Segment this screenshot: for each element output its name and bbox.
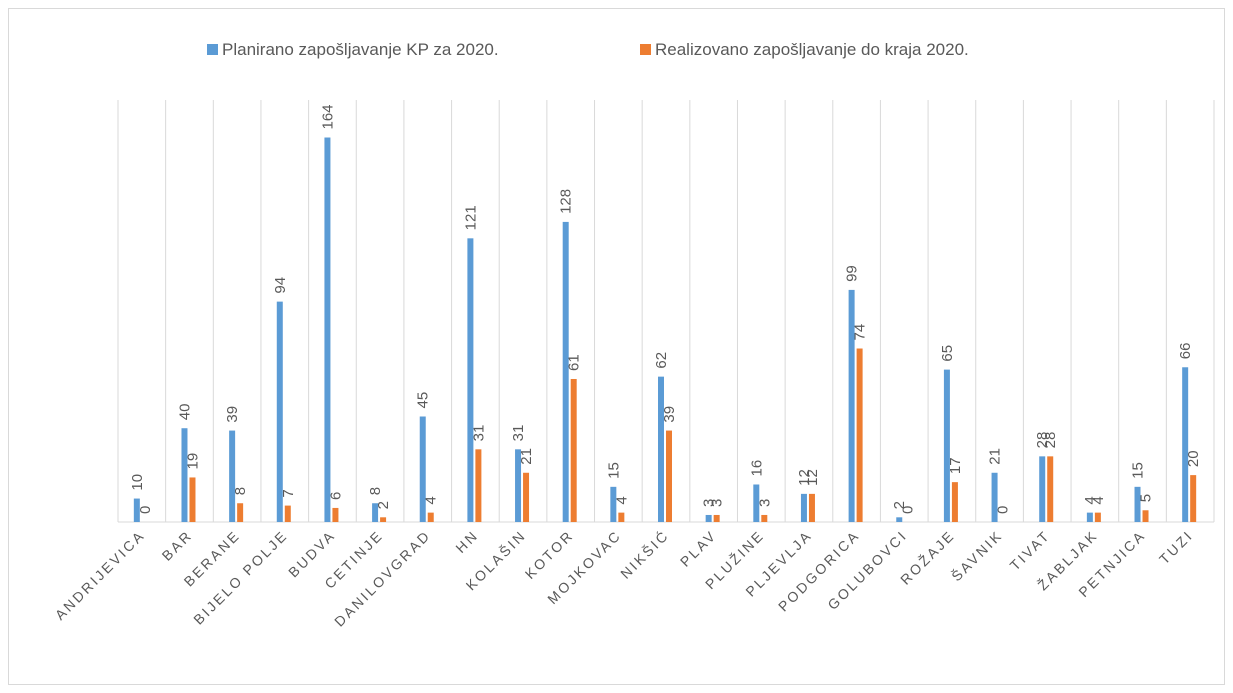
data-label: 16 [748,460,765,477]
data-label: 39 [224,406,241,423]
data-label: 121 [462,205,479,230]
bar [181,428,188,522]
legend-label: Realizovano zapošljavanje do kraja 2020. [655,40,969,59]
data-label: 8 [367,487,384,495]
bar [229,430,236,522]
data-label: 4 [1090,496,1107,504]
bar [1047,456,1054,522]
data-label: 2 [891,501,908,509]
bar [475,449,482,522]
bar [467,238,474,523]
data-label: 4 [1082,496,1099,504]
data-label: 0 [137,506,154,514]
bar [189,477,196,522]
bar [618,512,625,522]
data-label: 94 [272,277,289,294]
data-label: 4 [613,496,630,504]
data-label: 39 [661,406,678,423]
data-label: 28 [1042,432,1059,449]
data-label: 0 [995,506,1012,514]
data-label: 5 [1138,494,1155,502]
bar [427,512,434,522]
data-label: 15 [605,462,622,479]
data-label: 3 [756,499,773,507]
bar [1190,475,1197,522]
bar [523,472,530,522]
bar [848,289,855,522]
data-label: 62 [653,352,670,369]
data-label: 6 [327,492,344,500]
bar [332,507,339,522]
bar [658,376,664,522]
data-label: 7 [280,489,297,497]
bar [276,301,283,522]
chart-frame [8,8,1225,685]
data-label: 10 [129,474,146,491]
bar [515,449,522,522]
bar [133,498,140,522]
legend-swatch [640,44,651,55]
data-label: 3 [701,499,718,507]
data-label: 0 [899,506,916,514]
bar [1039,456,1046,522]
data-label: 20 [1185,450,1202,467]
data-label: 17 [947,457,964,474]
data-label: 65 [939,345,956,362]
data-label: 8 [232,487,249,495]
data-label: 2 [375,501,392,509]
data-label: 12 [796,469,813,486]
data-label: 66 [1177,343,1194,360]
bar [570,378,577,522]
data-label: 128 [558,189,575,214]
bar [808,493,815,522]
bar [1094,512,1101,522]
bar [237,503,244,522]
bar [1182,367,1189,522]
bar [666,430,672,522]
bar [753,484,760,522]
data-label: 4 [423,496,440,504]
legend-label: Planirano zapošljavanje KP za 2020. [222,40,499,59]
data-label: 15 [1130,462,1147,479]
bar [1134,486,1141,522]
bar [800,493,807,522]
bar [419,416,426,522]
legend-swatch [207,44,218,55]
bar [705,514,712,522]
bar [610,486,617,522]
data-label: 99 [844,265,861,282]
data-label: 28 [1034,432,1051,449]
data-label: 31 [470,425,487,442]
data-label: 74 [852,324,869,341]
bar [372,503,379,522]
data-label: 61 [566,354,583,371]
bar [284,505,291,522]
data-label: 21 [518,448,535,465]
data-label: 21 [987,448,1004,465]
data-label: 40 [176,404,193,421]
bar [324,137,331,522]
data-label: 19 [184,453,201,470]
data-label: 45 [415,392,432,409]
data-label: 3 [709,499,726,507]
data-label: 164 [319,104,336,129]
data-label: 31 [510,425,527,442]
bar [856,348,863,522]
bar [562,221,569,522]
bar [896,517,903,522]
bar [943,369,950,522]
bar [713,514,720,522]
bar [761,514,768,522]
data-label: 12 [804,469,821,486]
bar [1142,510,1149,522]
bar [951,482,958,522]
bar [1086,512,1093,522]
bar [380,517,387,522]
bar [991,472,998,522]
